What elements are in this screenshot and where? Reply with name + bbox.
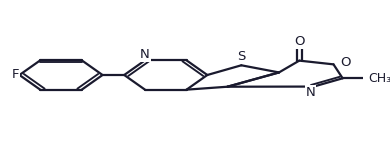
Text: O: O	[294, 35, 305, 48]
Text: CH₃: CH₃	[368, 72, 390, 85]
Text: S: S	[237, 50, 246, 63]
Text: N: N	[140, 48, 150, 61]
Text: O: O	[340, 56, 350, 69]
Text: F: F	[11, 69, 19, 81]
Text: N: N	[306, 86, 316, 99]
